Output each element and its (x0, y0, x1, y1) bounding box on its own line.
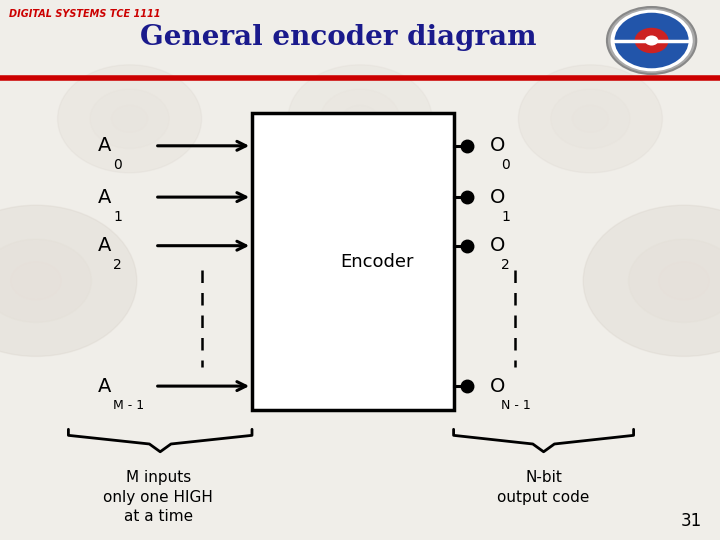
Text: M inputs
only one HIGH
at a time: M inputs only one HIGH at a time (104, 470, 213, 524)
Text: General encoder diagram: General encoder diagram (140, 24, 536, 51)
Circle shape (572, 105, 608, 132)
Circle shape (0, 239, 91, 322)
Text: DIGITAL SYSTEMS TCE 1111: DIGITAL SYSTEMS TCE 1111 (9, 9, 160, 19)
Text: O: O (490, 236, 505, 255)
Circle shape (607, 7, 696, 74)
Text: A: A (98, 136, 112, 156)
Text: 1: 1 (501, 210, 510, 224)
Circle shape (518, 65, 662, 173)
Circle shape (645, 36, 658, 45)
Circle shape (629, 239, 720, 322)
Text: 2: 2 (501, 258, 510, 272)
Circle shape (634, 28, 669, 53)
Text: 31: 31 (680, 512, 702, 530)
Circle shape (288, 65, 432, 173)
Text: O: O (490, 187, 505, 207)
Text: O: O (490, 376, 505, 396)
Circle shape (112, 105, 148, 132)
Circle shape (342, 105, 378, 132)
Circle shape (659, 262, 709, 300)
Text: A: A (98, 376, 112, 396)
Text: N - 1: N - 1 (501, 399, 531, 411)
Circle shape (0, 205, 137, 356)
Circle shape (90, 89, 169, 148)
Text: 2: 2 (113, 258, 122, 272)
Circle shape (551, 89, 630, 148)
Text: M - 1: M - 1 (113, 399, 144, 411)
Circle shape (583, 205, 720, 356)
Text: 1: 1 (113, 210, 122, 224)
Text: N-bit
output code: N-bit output code (498, 470, 590, 504)
Circle shape (11, 262, 61, 300)
Circle shape (611, 10, 693, 71)
Circle shape (320, 89, 400, 148)
Text: 0: 0 (113, 158, 122, 172)
Bar (252, 113, 454, 410)
Text: A: A (98, 187, 112, 207)
Text: Encoder: Encoder (341, 253, 414, 271)
Text: A: A (98, 236, 112, 255)
Circle shape (615, 13, 688, 68)
Circle shape (58, 65, 202, 173)
Text: 0: 0 (501, 158, 510, 172)
Text: O: O (490, 136, 505, 156)
